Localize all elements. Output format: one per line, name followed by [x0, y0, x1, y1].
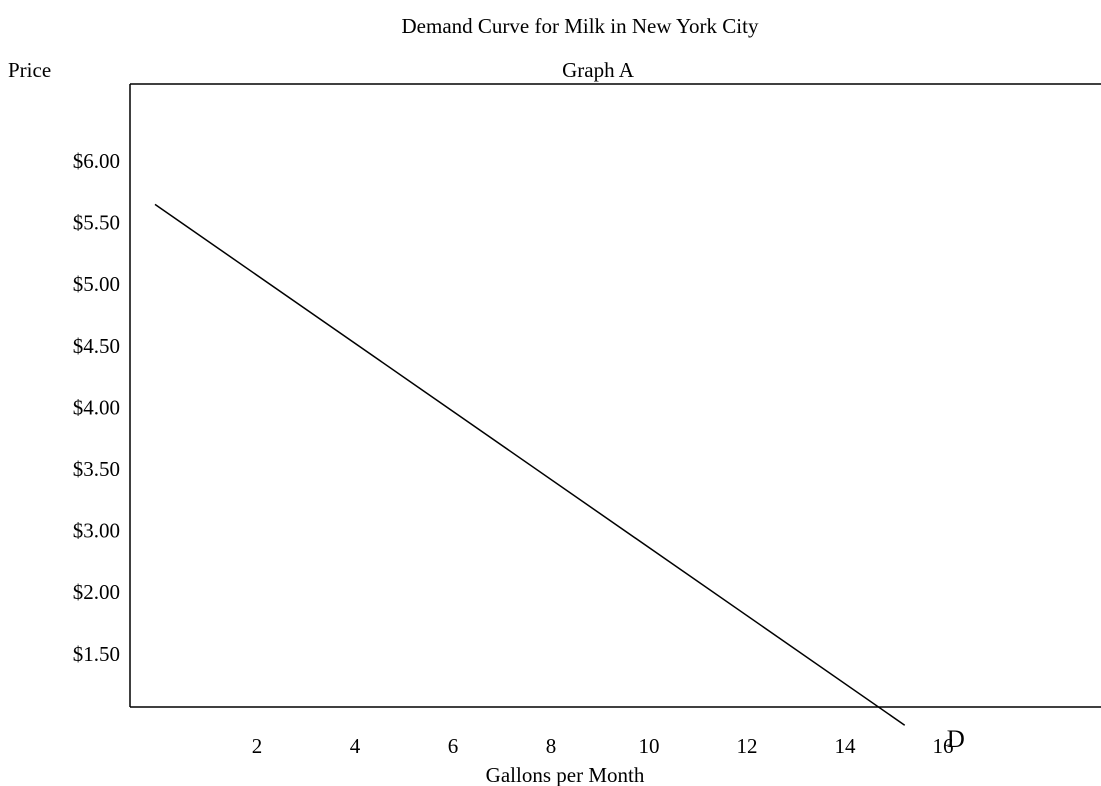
chart-title: Demand Curve for Milk in New York City [402, 14, 759, 38]
y-tick-labels: $6.00 $5.50 $5.00 $4.50 $4.00 $3.50 $3.00 $2.00… [73, 149, 120, 666]
y-tick-label: $3.00 [73, 519, 120, 543]
x-tick-labels: 2 4 6 8 10 12 14 16 [252, 734, 954, 758]
x-tick-label: 14 [835, 734, 857, 758]
series-label-d: D [947, 726, 965, 753]
y-tick-label: $4.50 [73, 334, 120, 358]
x-tick-label: 12 [737, 734, 758, 758]
x-tick-label: 4 [350, 734, 361, 758]
y-tick-label: $4.00 [73, 395, 120, 419]
y-tick-label: $2.00 [73, 580, 120, 604]
x-tick-label: 10 [639, 734, 660, 758]
y-tick-label: $3.50 [73, 457, 120, 481]
x-axis-label: Gallons per Month [486, 763, 645, 786]
x-tick-label: 2 [252, 734, 263, 758]
plot-frame [129, 83, 1101, 708]
chart-subtitle: Graph A [562, 58, 635, 82]
y-tick-label: $6.00 [73, 149, 120, 173]
y-tick-label: $5.00 [73, 272, 120, 296]
y-tick-label: $5.50 [73, 211, 120, 235]
x-tick-label: 16 [933, 734, 954, 758]
y-axis-label: Price [8, 58, 51, 82]
series-layer: D [154, 203, 965, 753]
demand-line [154, 203, 906, 726]
y-tick-label: $1.50 [73, 642, 120, 666]
x-tick-label: 8 [546, 734, 557, 758]
x-tick-label: 6 [448, 734, 459, 758]
